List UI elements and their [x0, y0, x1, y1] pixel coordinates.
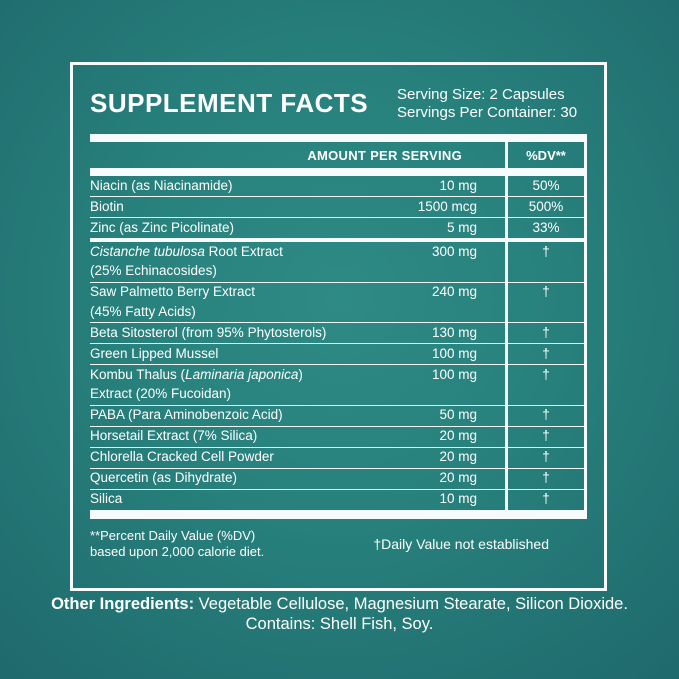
table-row: Chlorella Cracked Cell Powder 20 mg † [90, 447, 587, 469]
supplement-facts-title: SUPPLEMENT FACTS [90, 88, 369, 118]
ingredient-amount: 300 mg [431, 243, 477, 259]
ingredient-dv: † [505, 489, 587, 510]
ingredient-dv: 33% [505, 218, 587, 238]
percent-dv-footnote: **Percent Daily Value (%DV) based upon 2… [90, 528, 264, 560]
table-row: Niacin (as Niacinamide) 10 mg 50% [90, 176, 587, 197]
ingredient-name-line2: (45% Fatty Acids) [90, 303, 196, 319]
servings-per-container-line: Servings Per Container: 30 [397, 103, 578, 121]
ingredient-amount: 100 mg [431, 345, 477, 361]
ingredient-name: Zinc (as Zinc Picolinate) [90, 219, 235, 235]
ingredient-amount: 130 mg [431, 324, 477, 340]
ingredient-amount: 20 mg [439, 470, 477, 485]
table-row: Saw Palmetto Berry Extract (45% Fatty Ac… [90, 282, 587, 323]
ingredient-dv: † [505, 447, 587, 468]
percent-dv-footnote-line2: based upon 2,000 calorie diet. [90, 543, 265, 559]
top-divider-bar [90, 134, 587, 142]
ingredient-dv: † [505, 426, 587, 447]
percent-dv-footnote-line1: **Percent Daily Value (%DV) [90, 527, 256, 543]
ingredient-amount: 10 mg [439, 177, 477, 193]
supplement-facts-panel: SUPPLEMENT FACTS Serving Size: 2 Capsule… [70, 62, 607, 591]
supplement-facts-content: SUPPLEMENT FACTS Serving Size: 2 Capsule… [73, 65, 604, 588]
ingredient-name-line2: (25% Echinacosides) [90, 263, 217, 278]
table-row: Beta Sitosterol (from 95% Phytosterols) … [90, 323, 587, 344]
ingredient-name: PABA (Para Aminobenzoic Acid) [90, 407, 283, 422]
ingredient-name: Saw Palmetto Berry Extract [90, 284, 256, 299]
ingredient-amount: 50 mg [439, 407, 477, 422]
ingredient-name: Chlorella Cracked Cell Powder [90, 449, 274, 464]
header-divider-bar [90, 168, 587, 176]
ingredient-name: Biotin [90, 198, 124, 214]
ingredient-name: Quercetin (as Dihydrate) [90, 470, 238, 485]
ingredient-dv: † [505, 323, 587, 343]
ingredient-name: Kombu Thalus (Laminaria japonica) [90, 366, 303, 382]
ingredient-dv: 50% [505, 176, 587, 196]
ingredient-name: Cistanche tubulosa Root Extract [90, 243, 283, 259]
table-row: Horsetail Extract (7% Silica) 20 mg † [90, 426, 587, 448]
contains-line: Contains: Shell Fish, Soy. [245, 615, 434, 633]
ingredient-amount: 10 mg [439, 491, 477, 506]
ingredient-amount: 100 mg [431, 366, 477, 382]
ingredient-dv: † [505, 405, 587, 426]
ingredient-name: Niacin (as Niacinamide) [90, 177, 233, 193]
ingredient-dv: † [505, 282, 587, 322]
ingredient-name-line2: Extract (20% Fucoidan) [90, 386, 232, 401]
table-row: Cistanche tubulosa Root Extract (25% Ech… [90, 242, 587, 283]
other-ingredients-footer: Other Ingredients: Vegetable Cellulose, … [0, 594, 679, 634]
table-row: Zinc (as Zinc Picolinate) 5 mg 33% [90, 218, 587, 242]
ingredient-amount: 5 mg [446, 219, 477, 235]
supplement-table-body: Niacin (as Niacinamide) 10 mg 50% Biotin… [90, 176, 587, 511]
ingredient-amount: 1500 mcg [417, 198, 477, 214]
serving-size-line: Serving Size: 2 Capsules [397, 85, 565, 103]
table-row: Silica 10 mg † [90, 489, 587, 511]
table-row: PABA (Para Aminobenzoic Acid) 50 mg † [90, 405, 587, 427]
percent-dv-header: %DV** [505, 142, 587, 168]
ingredient-name: Horsetail Extract (7% Silica) [90, 428, 258, 443]
other-ingredients-text: Vegetable Cellulose, Magnesium Stearate,… [194, 595, 628, 613]
table-row: Quercetin (as Dihydrate) 20 mg † [90, 468, 587, 490]
ingredient-amount: 20 mg [439, 428, 477, 443]
ingredient-amount: 20 mg [439, 449, 477, 464]
ingredient-dv: 500% [505, 197, 587, 217]
serving-info: Serving Size: 2 Capsules Servings Per Co… [397, 86, 587, 122]
daily-value-footnote: †Daily Value not established [373, 535, 549, 552]
footnotes: **Percent Daily Value (%DV) based upon 2… [90, 519, 587, 560]
ingredient-name: Silica [90, 491, 123, 506]
ingredient-dv: † [505, 365, 587, 405]
table-row: Green Lipped Mussel 100 mg † [90, 344, 587, 365]
amount-per-serving-header: AMOUNT PER SERVING [307, 147, 462, 163]
label-header: SUPPLEMENT FACTS Serving Size: 2 Capsule… [90, 65, 587, 134]
ingredient-dv: † [505, 468, 587, 489]
bottom-divider-bar [90, 510, 587, 519]
ingredient-dv: † [505, 344, 587, 364]
ingredient-name: Green Lipped Mussel [90, 345, 219, 361]
ingredient-dv: † [505, 242, 587, 282]
ingredient-name: Beta Sitosterol (from 95% Phytosterols) [90, 324, 327, 340]
ingredient-amount: 240 mg [431, 284, 477, 299]
table-header-row: AMOUNT PER SERVING %DV** [90, 142, 587, 168]
table-row: Kombu Thalus (Laminaria japonica) Extrac… [90, 365, 587, 406]
other-ingredients-label: Other Ingredients: [51, 595, 195, 613]
table-row: Biotin 1500 mcg 500% [90, 197, 587, 218]
other-ingredients-line: Other Ingredients: Vegetable Cellulose, … [0, 594, 679, 614]
